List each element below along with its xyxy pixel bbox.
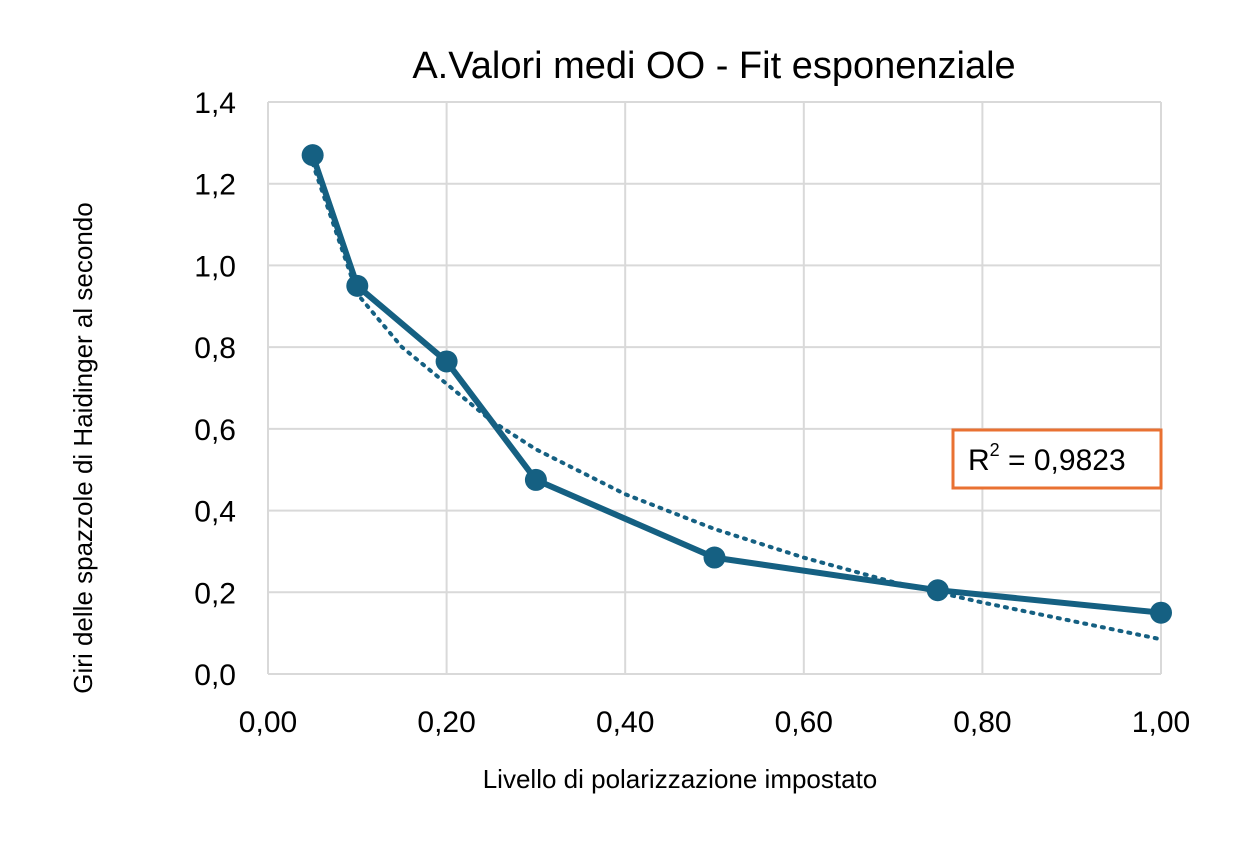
trendline-exponential <box>310 161 1163 642</box>
x-tick-label: 0,00 <box>239 706 297 739</box>
data-point <box>524 468 547 491</box>
y-tick-label: 0,8 <box>194 332 236 365</box>
annotation-box <box>951 428 1163 490</box>
x-tick-label: 1,00 <box>1132 706 1190 739</box>
chart-title: A.Valori medi OO - Fit esponenziale <box>412 45 1015 87</box>
y-axis-title: Giri delle spazzole di Haidinger al seco… <box>68 202 98 693</box>
r-squared-annotation: R2 = 0,9823 <box>951 428 1163 490</box>
data-point <box>1150 601 1172 624</box>
y-tick-label: 0,6 <box>194 414 236 447</box>
x-tick-labels: 0,00 0,20 0,40 0,60 0,80 1,00 <box>239 706 1190 739</box>
annotation-r-label: R <box>968 444 990 477</box>
series-line <box>309 154 1162 616</box>
data-point <box>926 579 949 602</box>
annotation-value: = 0,9823 <box>1000 444 1126 477</box>
y-tick-label: 0,2 <box>194 577 236 610</box>
y-tick-label: 0,4 <box>194 496 236 529</box>
trendline-layer <box>310 161 1163 642</box>
y-tick-label: 1,4 <box>194 87 236 120</box>
y-tick-label: 1,2 <box>194 169 236 202</box>
y-tick-label: 1,0 <box>194 250 236 283</box>
data-point <box>346 274 369 297</box>
x-tick-label: 0,40 <box>596 706 654 739</box>
axes <box>267 102 1161 675</box>
x-axis-title: Livello di polarizzazione impostato <box>483 764 878 794</box>
annotation-text: R2 = 0,9823 <box>968 440 1126 477</box>
data-point <box>301 144 324 167</box>
x-tick-label: 0,80 <box>953 706 1011 739</box>
x-tick-label: 0,60 <box>775 706 833 739</box>
data-point <box>703 546 726 569</box>
y-tick-labels: 0,0 0,2 0,4 0,6 0,8 1,0 1,2 1,4 <box>194 87 236 692</box>
data-point <box>435 350 458 373</box>
annotation-r-exponent: 2 <box>990 440 1000 460</box>
series-layer <box>301 144 1172 624</box>
grid-lines <box>268 101 1162 674</box>
x-tick-label: 0,20 <box>417 706 475 739</box>
y-tick-label: 0,0 <box>194 659 236 692</box>
